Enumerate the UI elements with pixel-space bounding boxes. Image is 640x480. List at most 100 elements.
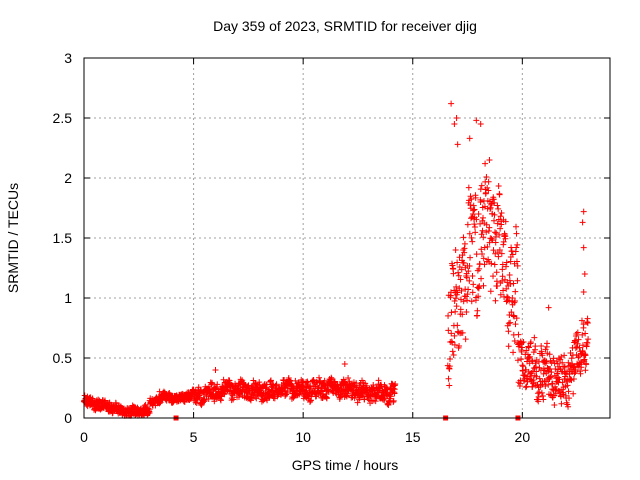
data-point (464, 221, 471, 228)
y-axis-label: SRMTID / TECUs (5, 183, 21, 293)
data-point (458, 287, 465, 294)
data-point (480, 282, 487, 289)
data-point (213, 384, 220, 391)
data-point (510, 312, 517, 319)
x-tick-label: 0 (80, 429, 88, 445)
data-point (498, 250, 505, 257)
data-point (564, 382, 571, 389)
data-point (482, 160, 489, 167)
data-point (487, 288, 494, 295)
data-point (491, 229, 498, 236)
data-point (262, 384, 269, 391)
data-point (491, 211, 498, 218)
data-point (468, 298, 475, 305)
data-point (471, 223, 478, 230)
data-point (572, 366, 579, 373)
data-point (375, 377, 382, 384)
data-point (461, 240, 468, 247)
data-point (565, 388, 572, 395)
data-point (450, 270, 457, 277)
data-point (538, 343, 545, 349)
data-point (375, 389, 382, 396)
data-point (448, 100, 455, 107)
data-point (486, 224, 493, 231)
data-point (514, 357, 521, 364)
data-point (532, 343, 539, 350)
data-point (506, 271, 513, 278)
data-points (81, 100, 592, 421)
data-point (448, 330, 455, 337)
data-point (512, 288, 519, 295)
data-point (361, 396, 368, 403)
data-point (478, 275, 485, 282)
data-point (502, 263, 509, 270)
data-point (580, 321, 587, 328)
data-point (480, 255, 487, 262)
data-point (465, 184, 472, 191)
data-point (500, 238, 507, 245)
data-point (513, 244, 520, 251)
data-point (503, 259, 510, 266)
grid-lines (84, 58, 610, 418)
data-point (538, 389, 545, 396)
data-point (510, 280, 517, 287)
data-point (551, 401, 558, 408)
data-point (387, 393, 394, 400)
data-point (583, 361, 590, 368)
data-point (146, 406, 153, 413)
data-point (561, 364, 568, 371)
data-point (488, 235, 495, 242)
data-point (496, 231, 503, 238)
data-point (458, 266, 465, 273)
data-point (459, 329, 466, 336)
data-point (574, 329, 581, 336)
data-point (544, 340, 551, 347)
data-point (506, 297, 513, 304)
data-point (546, 351, 553, 358)
data-point (492, 297, 499, 304)
data-point (514, 277, 521, 284)
data-point (574, 340, 581, 347)
data-point (451, 332, 458, 339)
data-point (483, 221, 490, 228)
data-point (497, 225, 504, 232)
data-point (470, 202, 477, 209)
data-point (507, 280, 514, 287)
data-point (283, 391, 290, 398)
y-tick-label: 1.5 (53, 230, 73, 246)
data-point (451, 297, 458, 304)
data-point (453, 115, 460, 121)
data-point (531, 334, 538, 341)
data-point (533, 368, 540, 375)
data-point (214, 381, 221, 388)
data-point (483, 173, 490, 180)
data-point (390, 397, 397, 404)
data-point (471, 206, 478, 213)
x-tick-label: 10 (295, 429, 311, 445)
x-axis-label: GPS time / hours (292, 457, 399, 473)
data-point (467, 193, 474, 200)
data-point (495, 182, 502, 189)
data-point (445, 375, 452, 382)
data-point (481, 244, 488, 251)
data-point (464, 297, 471, 304)
data-point (372, 398, 379, 405)
x-tick-label: 20 (515, 429, 531, 445)
data-point (539, 352, 546, 359)
data-point (525, 344, 532, 351)
data-point (497, 291, 504, 298)
data-point (485, 178, 492, 185)
data-point (505, 328, 512, 335)
y-tick-label: 2 (64, 170, 72, 186)
data-point (454, 322, 461, 329)
data-point (561, 352, 568, 359)
data-point (527, 339, 534, 346)
data-point (570, 375, 577, 382)
data-point (545, 304, 552, 311)
data-point (460, 260, 467, 267)
data-point (445, 312, 452, 319)
data-point (477, 199, 484, 206)
data-point (463, 309, 470, 316)
data-point (494, 202, 501, 209)
